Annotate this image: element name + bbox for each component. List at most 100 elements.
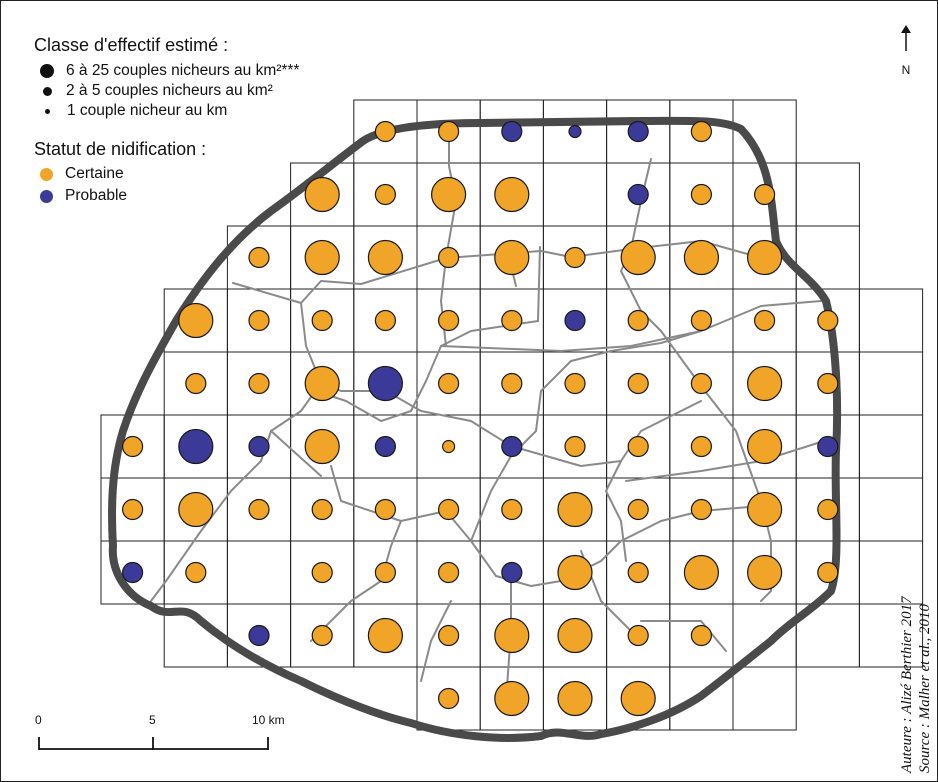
road [640, 620, 727, 652]
certaine-nesting-symbol [627, 309, 649, 332]
certaine-nesting-symbol [431, 176, 467, 213]
scale-label-5: 5 [149, 713, 156, 727]
certaine-nesting-symbol [248, 246, 270, 269]
probable-swatch [40, 189, 53, 203]
certaine-nesting-symbol [627, 372, 649, 395]
certaine-nesting-symbol [564, 435, 586, 458]
certaine-nesting-symbol [683, 239, 720, 276]
grid-cell [732, 666, 797, 731]
certaine-nesting-symbol [438, 624, 460, 647]
certaine-nesting-symbol [620, 239, 656, 276]
grid-cell [732, 603, 797, 668]
grid-cell [858, 603, 924, 668]
road [270, 430, 322, 477]
legend-status-certaine-label: Certaine [65, 165, 124, 182]
legend-class-medium: 2 à 5 couples nicheurs au km² [43, 82, 273, 100]
scale-bar [38, 737, 269, 750]
probable-nesting-symbol [501, 120, 523, 143]
certaine-nesting-symbol [746, 554, 783, 591]
certaine-nesting-symbol [178, 491, 214, 528]
certaine-nesting-symbol [185, 561, 207, 584]
probable-nesting-symbol [817, 435, 839, 458]
certaine-nesting-symbol [501, 309, 523, 332]
medium-dot-symbol [43, 86, 52, 96]
probable-nesting-symbol [568, 124, 582, 139]
certaine-nesting-symbol [374, 498, 396, 521]
road [537, 246, 541, 322]
certaine-swatch [40, 167, 53, 181]
credits-source: Source : Malher et al., 2010 [917, 604, 933, 773]
certaine-nesting-symbol [557, 491, 593, 528]
road [300, 257, 447, 384]
road [470, 455, 512, 577]
certaine-nesting-symbol [557, 554, 593, 591]
certaine-nesting-symbol [248, 372, 270, 395]
road [440, 257, 447, 347]
certaine-nesting-symbol [746, 491, 783, 528]
certaine-nesting-symbol [690, 435, 713, 458]
certaine-nesting-symbol [311, 309, 333, 332]
certaine-nesting-symbol [304, 176, 340, 213]
north-arrow-icon [901, 25, 911, 51]
grid-layer [100, 99, 924, 731]
road [440, 330, 702, 352]
certaine-nesting-symbol [627, 624, 649, 647]
certaine-nesting-symbol [304, 239, 340, 276]
certaine-nesting-symbol [627, 561, 649, 584]
certaine-nesting-symbol [817, 372, 839, 395]
certaine-nesting-symbol [627, 435, 649, 458]
certaine-nesting-symbol [248, 309, 270, 332]
north-label: N [901, 63, 911, 77]
city-boundary [108, 116, 842, 742]
certaine-nesting-symbol [746, 239, 783, 276]
probable-nesting-symbol [501, 561, 523, 584]
certaine-nesting-symbol [438, 120, 460, 143]
probable-nesting-symbol [374, 435, 396, 458]
certaine-nesting-symbol [501, 372, 523, 395]
legend-class-medium-label: 2 à 5 couples nicheurs au km² [66, 82, 273, 99]
certaine-nesting-symbol [564, 246, 586, 269]
certaine-nesting-symbol [311, 498, 333, 521]
certaine-nesting-symbol [501, 498, 523, 521]
grid-cell [858, 351, 924, 416]
symbol-layer [122, 120, 839, 717]
grid-cell [226, 540, 292, 605]
road [620, 248, 762, 502]
certaine-nesting-symbol [564, 372, 586, 395]
certaine-nesting-symbol [817, 561, 839, 584]
probable-nesting-symbol [627, 183, 649, 206]
certaine-nesting-symbol [178, 302, 214, 339]
scale-label-10: 10 km [252, 713, 285, 727]
certaine-nesting-symbol [248, 498, 270, 521]
legend-status-title: Statut de nidification : [34, 139, 207, 159]
large-dot-symbol [40, 64, 54, 78]
grid-cell [858, 414, 924, 479]
certaine-nesting-symbol [690, 372, 713, 395]
certaine-nesting-symbol [374, 561, 396, 584]
credits: Auteure : Alizé Berthier 2017 Source : M… [897, 511, 937, 781]
legend-class-small-label: 1 couple nicheur au km [67, 102, 228, 119]
legend-status-certaine: Certaine [40, 165, 124, 183]
road-network [150, 130, 825, 702]
certaine-nesting-symbol [311, 561, 333, 584]
certaine-nesting-symbol [817, 498, 839, 521]
certaine-nesting-symbol [627, 498, 649, 521]
certaine-nesting-symbol [817, 309, 839, 332]
certaine-nesting-symbol [753, 309, 776, 332]
road [510, 300, 822, 457]
certaine-nesting-symbol [690, 624, 713, 647]
probable-nesting-symbol [248, 435, 270, 458]
certaine-nesting-symbol [304, 365, 340, 402]
certaine-nesting-symbol [374, 309, 396, 332]
certaine-nesting-symbol [683, 554, 720, 591]
certaine-nesting-symbol [746, 428, 783, 465]
certaine-nesting-symbol [438, 309, 460, 332]
probable-nesting-symbol [367, 365, 403, 402]
grid-cell [858, 288, 924, 353]
legend-class-title: Classe d'effectif estimé : [34, 35, 229, 55]
certaine-nesting-symbol [494, 239, 530, 276]
certaine-nesting-symbol [690, 309, 713, 332]
grid-cell [542, 162, 608, 227]
legend-status-probable-label: Probable [65, 187, 128, 204]
